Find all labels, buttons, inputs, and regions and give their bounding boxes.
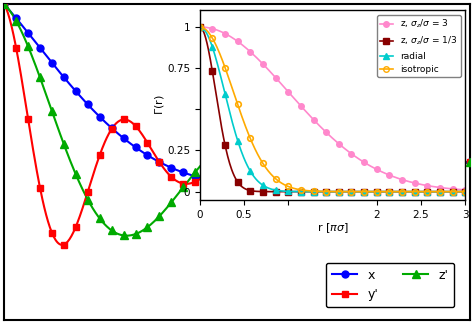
Legend: x, y', z': x, y', z'	[326, 262, 454, 307]
